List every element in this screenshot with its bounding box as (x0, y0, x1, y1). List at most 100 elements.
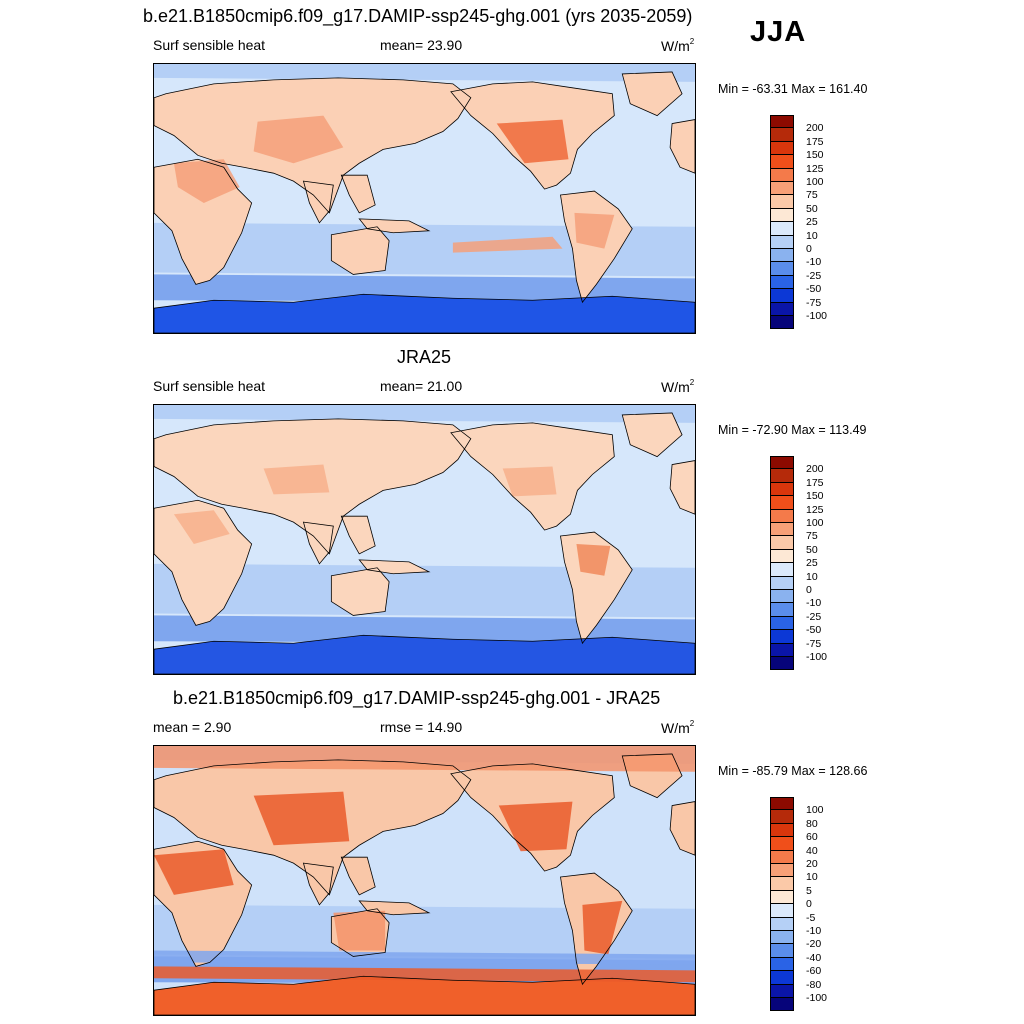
colorbar-tick-label: 0 (806, 898, 812, 911)
colorbar-tick-label: -25 (806, 269, 822, 282)
colorbar-swatch (770, 208, 794, 223)
colorbar-swatch (770, 864, 794, 878)
field-anomaly (253, 791, 350, 846)
colorbar-swatch (770, 316, 794, 330)
colorbar-swatch (770, 141, 794, 156)
unit-label: W/m2 (661, 378, 695, 395)
colorbar-tick-label: -10 (806, 925, 822, 937)
colorbar-swatch (770, 630, 794, 644)
colorbar-tick-label: 75 (806, 530, 818, 543)
mean-label: mean= 21.00 (380, 378, 463, 394)
colorbar-swatch (770, 904, 794, 918)
colorbar-tick-label: 10 (806, 570, 818, 583)
colorbar-swatch (770, 509, 794, 523)
field-anomaly (582, 900, 623, 955)
map-canvas (154, 746, 695, 1015)
panel-title: b.e21.B1850cmip6.f09_g17.DAMIP-ssp245-gh… (173, 688, 661, 708)
colorbar-tick-label: 25 (806, 557, 818, 570)
coastline-europeW (669, 801, 695, 856)
minmax-label: Min = -85.79 Max = 128.66 (718, 764, 868, 778)
colorbar-tick-label: 10 (806, 229, 818, 242)
colorbar-swatch (770, 289, 794, 303)
field-region (154, 222, 695, 277)
field-anomaly (173, 159, 240, 203)
colorbar-tick-label: 100 (806, 517, 824, 529)
minmax-label: Min = -63.31 Max = 161.40 (718, 82, 868, 96)
colorbar-swatch (770, 523, 794, 537)
colorbar-swatch (770, 549, 794, 564)
coastline-seasia (340, 856, 376, 896)
coastline-greenland (621, 71, 683, 117)
mean-label: mean= 23.90 (380, 37, 463, 53)
variable-label: Surf sensible heat (153, 37, 266, 53)
colorbar-tick-label: -40 (806, 951, 822, 964)
landmass-india (303, 863, 334, 905)
colorbar-tick-label: -20 (806, 938, 822, 951)
coastline-europeW (669, 119, 695, 174)
coastline-eurasia (154, 759, 472, 896)
panel-title: JRA25 (397, 347, 452, 367)
colorbar-swatch (770, 971, 794, 985)
field-anomaly (154, 950, 695, 965)
colorbar-swatch (770, 850, 794, 864)
field-anomaly (154, 966, 695, 983)
field-anomaly (154, 849, 234, 895)
colorbar-swatch (770, 302, 794, 316)
colorbar-tick-label: 200 (806, 122, 824, 135)
colorbar-tick-label: 25 (806, 216, 818, 229)
colorbar-tick-label: 100 (806, 176, 824, 188)
colorbar-swatch (770, 890, 794, 905)
colorbar-tick-label: -75 (806, 296, 822, 309)
field-anomaly (173, 510, 230, 544)
field-region (154, 274, 695, 303)
colorbar (770, 115, 794, 330)
landmass-seasia (341, 516, 376, 554)
map-difference (153, 745, 696, 1016)
field-region (154, 563, 695, 618)
coastline-india (302, 862, 334, 906)
landmass-seasia (341, 857, 376, 895)
field-anomaly (263, 464, 330, 495)
coastline-namerica (450, 763, 615, 872)
coastline-namerica (450, 81, 615, 190)
colorbar-tick-label: 0 (806, 584, 812, 596)
colorbar-swatch (770, 128, 794, 142)
colorbar-tick-label: 150 (806, 149, 824, 162)
unit-label: W/m2 (661, 37, 695, 54)
colorbar-tick-label: 150 (806, 490, 824, 503)
field-anomaly (576, 543, 611, 576)
coastline-samerica (560, 531, 633, 645)
coastline-samerica (560, 872, 633, 986)
colorbar-swatch (770, 643, 794, 657)
coastline-indonesia (358, 218, 431, 234)
field-region (154, 904, 695, 959)
landmass-australia (331, 567, 390, 616)
landmass-seasia (341, 175, 376, 213)
coastline-antarctica (154, 634, 695, 674)
colorbar-tick-label: 60 (806, 831, 818, 844)
field-anomaly (154, 746, 695, 772)
colorbar-swatch (770, 235, 794, 249)
field-anomaly (496, 119, 569, 164)
coastline-europeW (669, 460, 695, 515)
field-anomaly (333, 910, 386, 951)
colorbar-swatch (770, 998, 794, 1012)
colorbar-swatch (770, 944, 794, 958)
colorbar-swatch (770, 657, 794, 671)
coastline-australia (330, 226, 390, 275)
colorbar-tick-label: -80 (806, 978, 822, 991)
panel-title: b.e21.B1850cmip6.f09_g17.DAMIP-ssp245-gh… (143, 6, 693, 26)
colorbar-swatch (770, 456, 794, 470)
colorbar-tick-label: -50 (806, 283, 822, 296)
colorbar-swatch (770, 877, 794, 891)
colorbar-swatch (770, 837, 794, 851)
coastline-australia (330, 567, 390, 616)
map-canvas (154, 64, 695, 333)
coastline-australia (330, 908, 390, 957)
season-label: JJA (750, 16, 807, 48)
colorbar-tick-label: 125 (806, 162, 824, 175)
coastline-eurasia (154, 77, 472, 214)
colorbar-swatch (770, 917, 794, 931)
colorbar-swatch (770, 603, 794, 617)
field-anomaly (502, 466, 557, 497)
